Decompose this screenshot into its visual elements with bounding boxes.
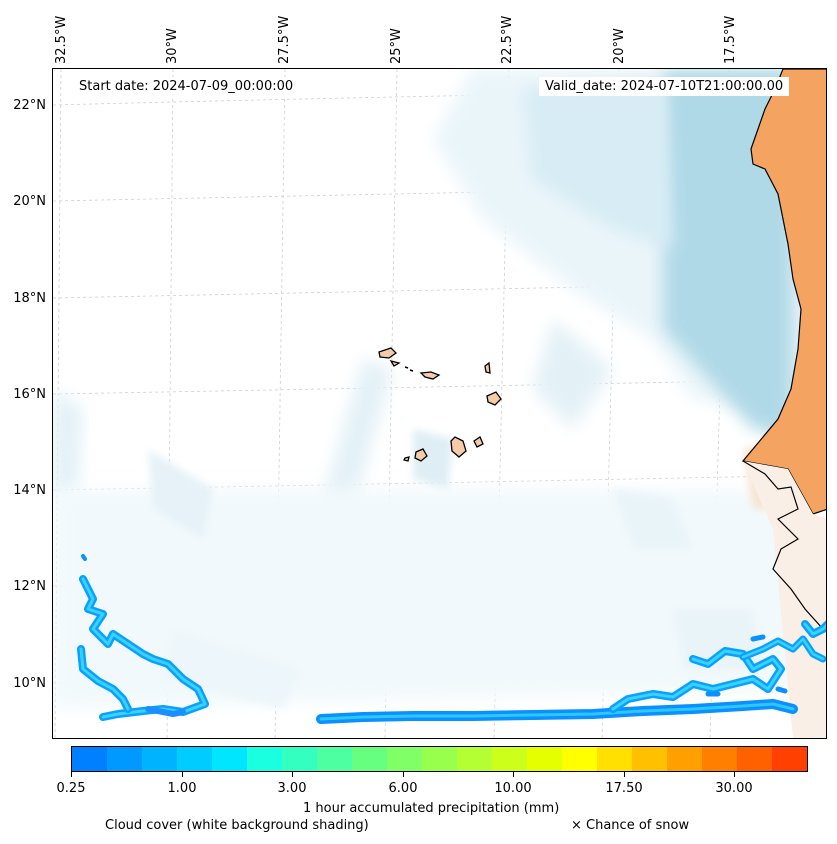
colorbar-segment (527, 747, 562, 771)
colorbar-segment (597, 747, 632, 771)
lat-label-10n: 10°N (13, 676, 46, 691)
colorbar-tickmark (182, 772, 183, 777)
colorbar-tickmark (734, 772, 735, 777)
colorbar-tick-label: 6.00 (388, 781, 418, 796)
colorbar-segment (247, 747, 282, 771)
colorbar-tick-label: 10.00 (494, 781, 532, 796)
colorbar-segment (142, 747, 177, 771)
colorbar-segment (737, 747, 772, 771)
colorbar-tickmark (403, 772, 404, 777)
colorbar-segment (107, 747, 142, 771)
colorbar-segment (422, 747, 457, 771)
colorbar-segment (772, 747, 807, 771)
precipitation-colorbar (71, 746, 808, 772)
lon-label-20w: 20°W (612, 28, 627, 64)
colorbar-tick-label: 1.00 (167, 781, 197, 796)
lat-label-12n: 12°N (13, 579, 46, 594)
colorbar-segment (282, 747, 317, 771)
start-date-label: Start date: 2024-07-09_00:00:00 (73, 77, 300, 96)
colorbar-segment (177, 747, 212, 771)
colorbar-segment (667, 747, 702, 771)
colorbar-segment (387, 747, 422, 771)
cape-verde-islands (378, 347, 502, 462)
colorbar-tickmark (71, 772, 72, 777)
lat-label-16n: 16°N (13, 387, 46, 402)
map-canvas (53, 69, 826, 738)
lon-label-30w: 30°W (165, 28, 180, 64)
map-panel[interactable]: Start date: 2024-07-09_00:00:00 Valid_da… (52, 68, 827, 739)
colorbar-tickmark (513, 772, 514, 777)
colorbar-tick-label: 0.25 (56, 781, 86, 796)
colorbar-segment (457, 747, 492, 771)
colorbar-segment (702, 747, 737, 771)
lat-label-18n: 18°N (13, 291, 46, 306)
lat-label-14n: 14°N (13, 483, 46, 498)
colorbar-segment (212, 747, 247, 771)
lat-label-22n: 22°N (13, 98, 46, 113)
colorbar-segment (317, 747, 352, 771)
colorbar-tick-label: 17.50 (605, 781, 643, 796)
colorbar-tick-label: 30.00 (715, 781, 753, 796)
colorbar-title: 1 hour accumulated precipitation (mm) (303, 801, 560, 816)
precipitation-contours (77, 554, 826, 724)
colorbar-tickmark (292, 772, 293, 777)
valid-date-label: Valid_date: 2024-07-10T21:00:00.00 (539, 77, 790, 96)
colorbar-segment (562, 747, 597, 771)
lat-label-20n: 20°N (13, 194, 46, 209)
colorbar-segment (632, 747, 667, 771)
lon-label-22-5w: 22.5°W (500, 15, 515, 64)
colorbar-tickmark (624, 772, 625, 777)
cloud-cover-legend: Cloud cover (white background shading) (105, 818, 369, 833)
colorbar-segment (72, 747, 107, 771)
lon-label-25w: 25°W (389, 28, 404, 64)
snow-legend: × Chance of snow (571, 818, 690, 833)
cloud-cover-shading (53, 69, 826, 709)
colorbar-segment (492, 747, 527, 771)
colorbar-tick-label: 3.00 (277, 781, 307, 796)
africa-landmass (741, 69, 826, 738)
lon-label-17-5w: 17.5°W (723, 15, 738, 64)
lon-label-27-5w: 27.5°W (277, 15, 292, 64)
colorbar-segment (352, 747, 387, 771)
lon-label-32-5w: 32.5°W (54, 15, 69, 64)
